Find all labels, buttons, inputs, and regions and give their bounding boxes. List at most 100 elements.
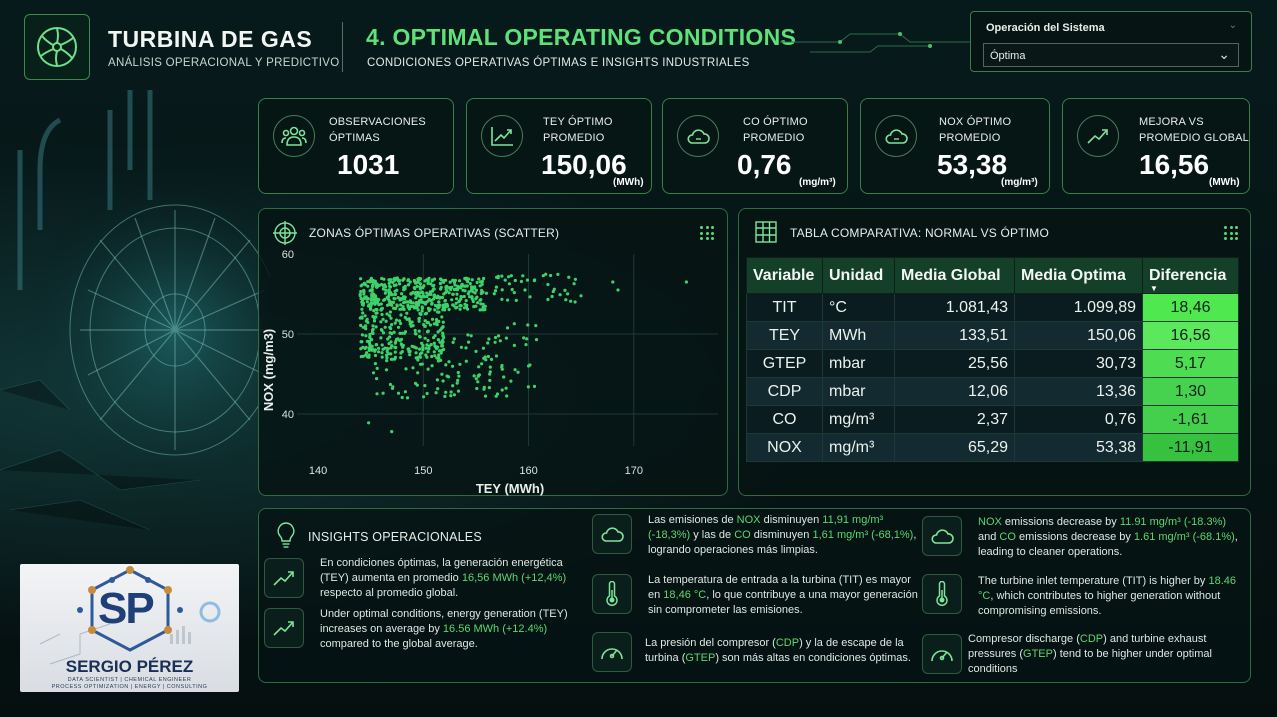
scatter-point[interactable] <box>435 378 439 382</box>
scatter-point[interactable] <box>371 371 376 375</box>
scatter-point[interactable] <box>418 362 423 366</box>
scatter-point[interactable] <box>500 388 504 392</box>
scatter-point[interactable] <box>438 295 442 299</box>
scatter-point[interactable] <box>438 281 442 286</box>
scatter-point[interactable] <box>522 336 526 340</box>
scatter-point[interactable] <box>385 356 389 360</box>
scatter-point[interactable] <box>370 298 374 302</box>
scatter-point[interactable] <box>447 307 451 312</box>
scatter-point[interactable] <box>405 396 410 400</box>
scatter-point[interactable] <box>365 351 369 355</box>
scatter-point[interactable] <box>573 277 577 281</box>
scatter-point[interactable] <box>532 384 537 388</box>
scatter-point[interactable] <box>373 353 378 358</box>
scatter-point[interactable] <box>372 309 376 313</box>
scatter-point[interactable] <box>474 349 478 353</box>
scatter-point[interactable] <box>390 323 394 327</box>
scatter-point[interactable] <box>374 325 378 329</box>
scatter-point[interactable] <box>425 321 429 325</box>
scatter-point[interactable] <box>399 342 403 346</box>
scatter-point[interactable] <box>444 285 448 289</box>
scatter-point[interactable] <box>393 357 397 361</box>
scatter-point[interactable] <box>418 287 422 291</box>
scatter-point[interactable] <box>411 291 415 295</box>
scatter-point[interactable] <box>436 387 440 391</box>
scatter-point[interactable] <box>437 353 441 357</box>
scatter-point[interactable] <box>388 382 392 387</box>
scatter-point[interactable] <box>424 353 428 357</box>
scatter-point[interactable] <box>464 346 468 350</box>
scatter-point[interactable] <box>359 277 363 281</box>
scatter-point[interactable] <box>388 335 392 339</box>
scatter-point[interactable] <box>425 391 429 396</box>
scatter-point[interactable] <box>456 389 461 393</box>
scatter-point[interactable] <box>359 323 363 327</box>
scatter-point[interactable] <box>500 274 504 278</box>
scatter-point[interactable] <box>510 287 514 292</box>
scatter-point[interactable] <box>371 327 375 331</box>
scatter-point[interactable] <box>408 353 412 357</box>
scatter-point[interactable] <box>412 286 416 290</box>
scatter-point[interactable] <box>390 357 395 361</box>
scatter-point[interactable] <box>442 347 446 352</box>
scatter-point[interactable] <box>434 346 438 350</box>
scatter-point[interactable] <box>425 330 430 334</box>
scatter-point[interactable] <box>396 296 400 300</box>
scatter-point[interactable] <box>476 301 480 305</box>
scatter-point[interactable] <box>389 326 393 331</box>
scatter-point[interactable] <box>549 273 553 278</box>
scatter-point[interactable] <box>369 288 374 292</box>
scatter-point[interactable] <box>426 367 430 371</box>
scatter-point[interactable] <box>405 311 409 315</box>
scatter-point[interactable] <box>464 359 468 363</box>
scatter-point[interactable] <box>444 291 448 295</box>
scatter-point[interactable] <box>417 294 421 298</box>
scatter-point[interactable] <box>430 317 435 321</box>
chevron-down-icon[interactable]: ⌄ <box>1228 20 1237 31</box>
sort-desc-icon[interactable]: ▼ <box>1150 284 1158 293</box>
scatter-point[interactable] <box>364 327 368 331</box>
scatter-point[interactable] <box>684 280 688 284</box>
scatter-point[interactable] <box>527 364 531 368</box>
scatter-point[interactable] <box>379 302 383 306</box>
scatter-point[interactable] <box>408 299 412 303</box>
scatter-point[interactable] <box>375 392 379 396</box>
scatter-point[interactable] <box>448 286 452 290</box>
scatter-point[interactable] <box>416 358 420 362</box>
scatter-point[interactable] <box>445 374 449 378</box>
scatter-point[interactable] <box>475 280 479 285</box>
scatter-point[interactable] <box>384 319 388 323</box>
scatter-point[interactable] <box>512 291 516 295</box>
scatter-point[interactable] <box>393 321 397 325</box>
scatter-point[interactable] <box>453 283 457 287</box>
scatter-point[interactable] <box>399 313 403 317</box>
scatter-point[interactable] <box>437 356 441 360</box>
scatter-point[interactable] <box>397 319 402 323</box>
scatter-point[interactable] <box>377 346 381 350</box>
scatter-point[interactable] <box>415 284 419 288</box>
scatter-point[interactable] <box>480 308 484 312</box>
scatter-chart[interactable]: 140 150 160 170 40 50 60 TEY (MWh) NOX (mg/m3) <box>258 208 728 496</box>
scatter-point[interactable] <box>388 314 392 318</box>
scatter-point[interactable] <box>434 391 438 395</box>
scatter-point[interactable] <box>514 298 518 302</box>
scatter-point[interactable] <box>493 335 498 340</box>
scatter-point[interactable] <box>477 277 481 281</box>
scatter-point[interactable] <box>541 274 545 278</box>
scatter-point[interactable] <box>546 282 550 287</box>
scatter-point[interactable] <box>569 299 573 303</box>
more-options-icon[interactable] <box>1224 226 1238 240</box>
scatter-point[interactable] <box>422 395 426 399</box>
scatter-point[interactable] <box>481 302 485 306</box>
scatter-point[interactable] <box>418 355 422 359</box>
scatter-point[interactable] <box>451 364 455 368</box>
scatter-point[interactable] <box>513 368 517 372</box>
scatter-point[interactable] <box>380 312 384 317</box>
scatter-point[interactable] <box>441 340 445 344</box>
scatter-point[interactable] <box>416 278 420 282</box>
scatter-point[interactable] <box>488 372 492 376</box>
scatter-point[interactable] <box>566 292 570 296</box>
scatter-point[interactable] <box>480 288 484 293</box>
scatter-point[interactable] <box>392 330 396 334</box>
scatter-point[interactable] <box>480 362 484 366</box>
